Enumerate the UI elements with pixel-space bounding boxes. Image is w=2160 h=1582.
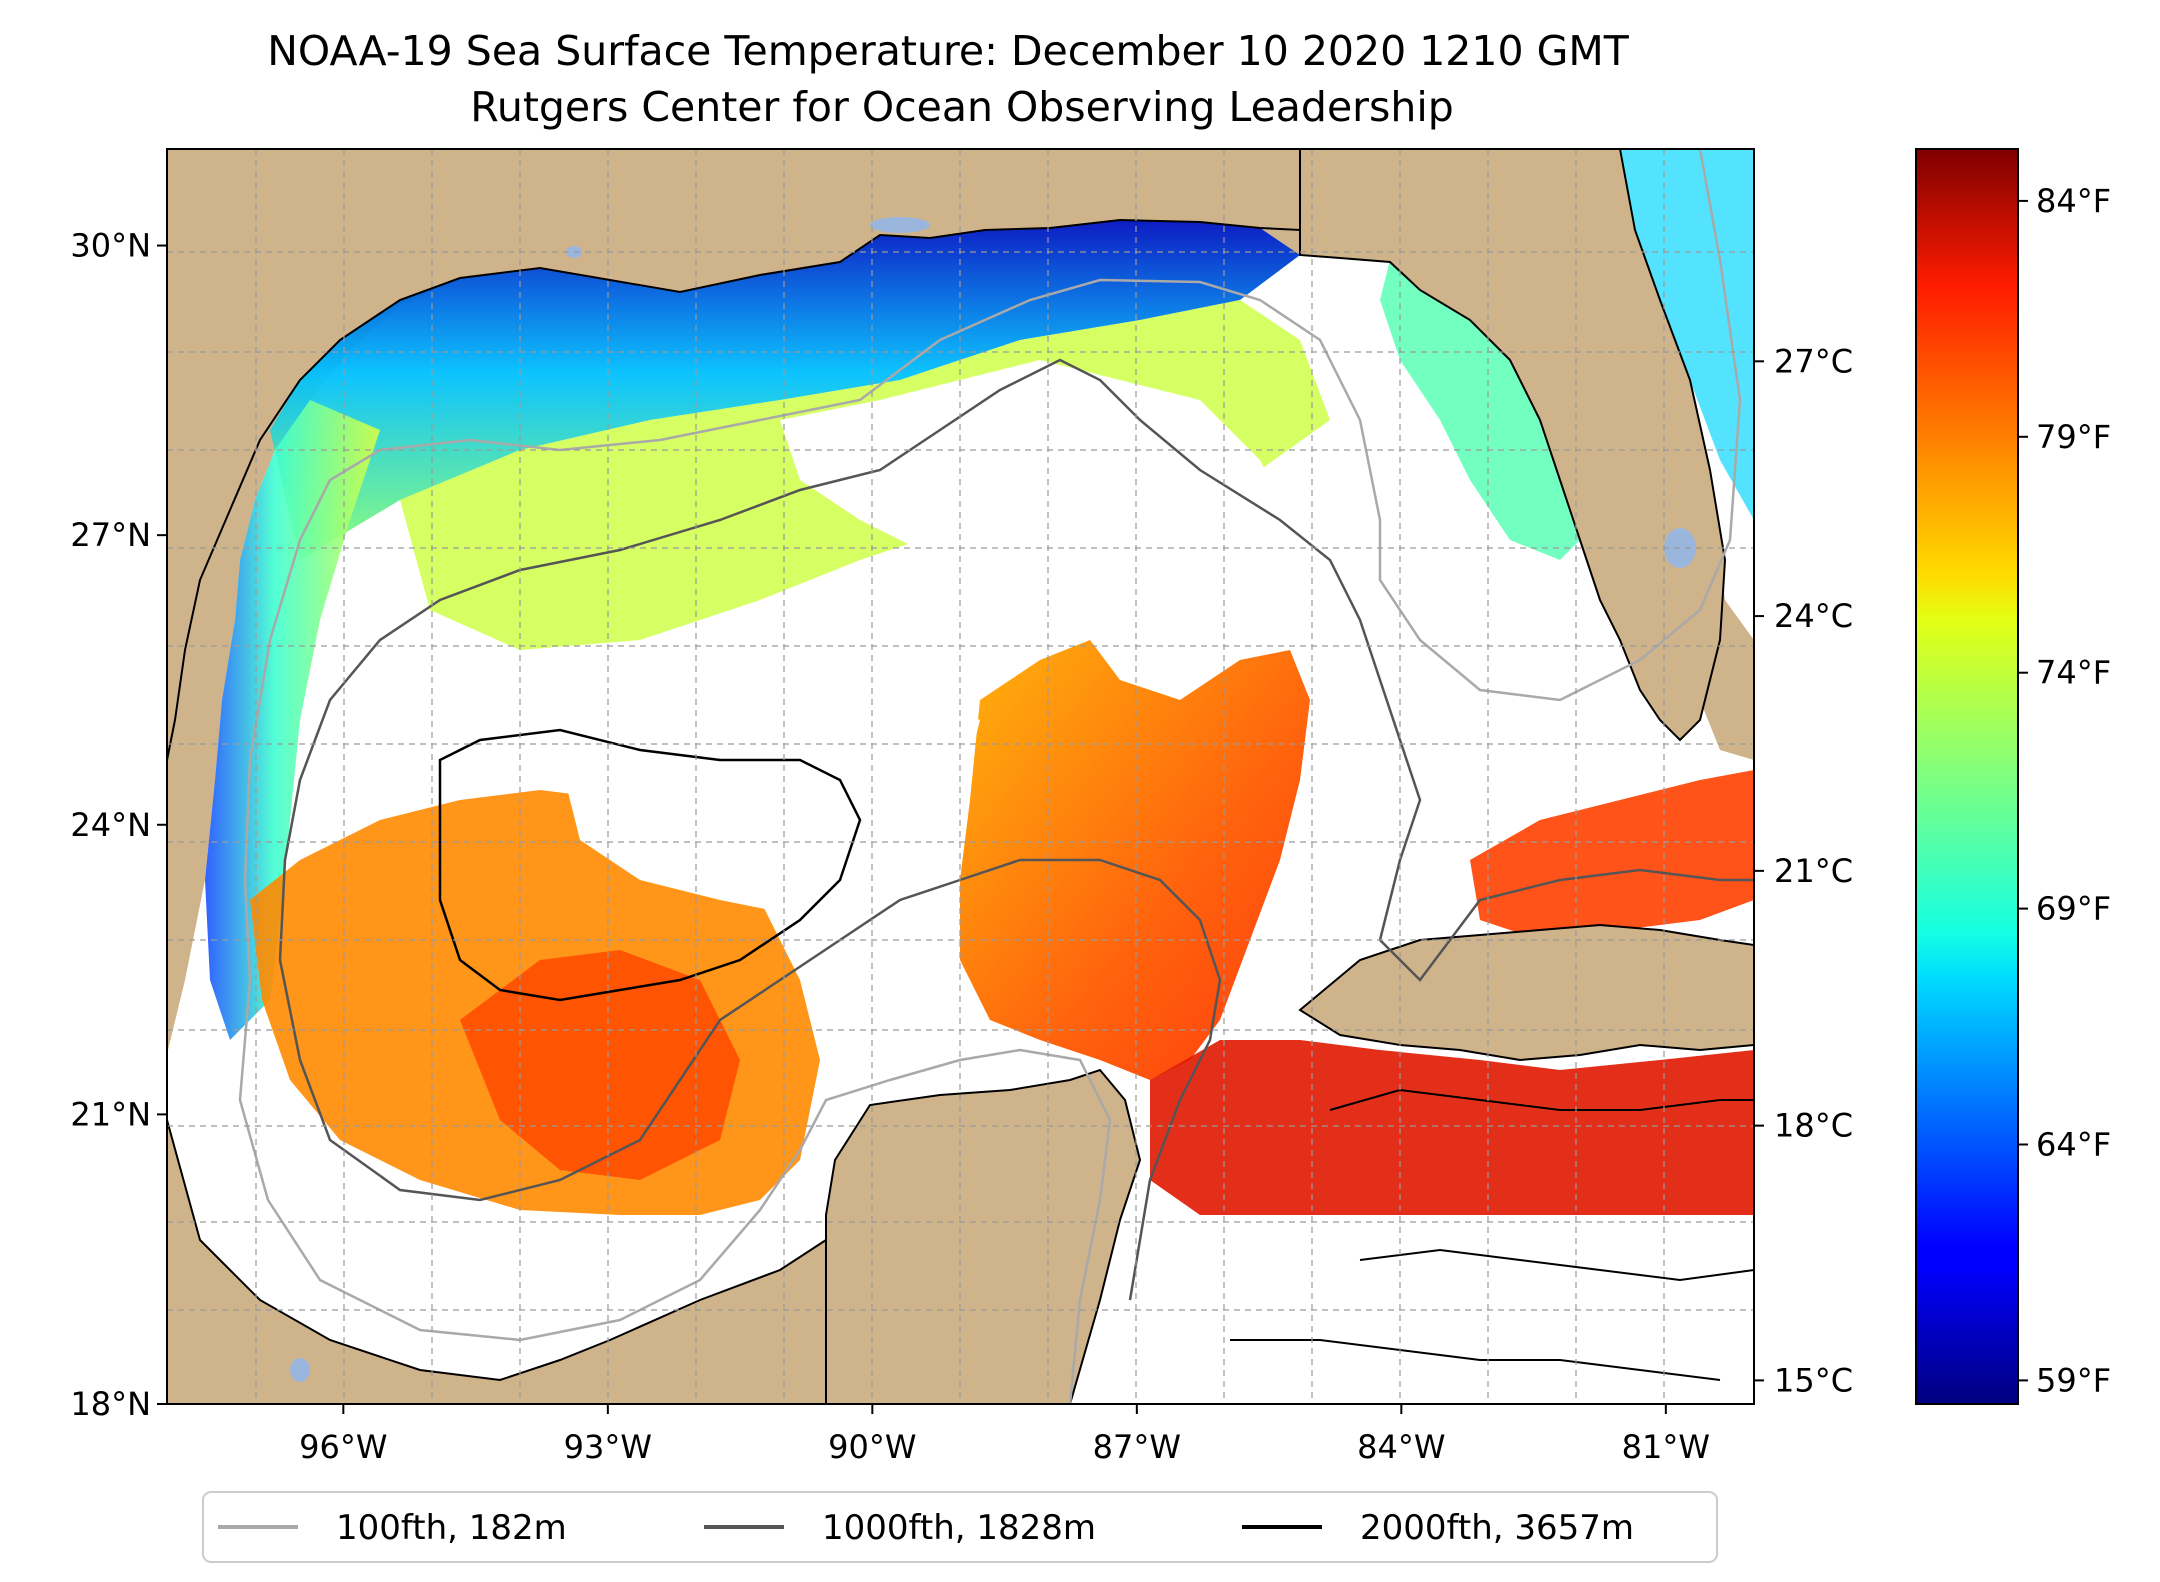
- cloud-mask-east: [1300, 520, 1480, 740]
- celsius-tick-label: 27°C: [1774, 342, 1853, 380]
- fahrenheit-tick-label: 64°F: [2036, 1126, 2111, 1164]
- sst-florida-straits: [1470, 770, 1754, 940]
- x-tick-label: 84°W: [1357, 1428, 1445, 1466]
- legend-label-1000fth: 1000fth, 1828m: [822, 1508, 1096, 1548]
- cloud-mask-north: [780, 360, 1300, 620]
- celsius-tick-label: 24°C: [1774, 597, 1853, 635]
- x-tick-label: 93°W: [564, 1428, 652, 1466]
- lake-louisiana: [870, 217, 930, 233]
- contour-1000fth: [278, 358, 1754, 1061]
- x-tick-label: 90°W: [828, 1428, 916, 1466]
- map-gridlines: [167, 149, 1754, 1404]
- y-tick-label: 27°N: [70, 516, 151, 554]
- y-tick-label: 18°N: [70, 1385, 151, 1423]
- sst-warm-central-plume: [960, 640, 1310, 1080]
- y-tick-label: 30°N: [70, 227, 151, 265]
- x-tick-label: 96°W: [299, 1428, 387, 1466]
- celsius-tick-label: 18°C: [1774, 1107, 1853, 1145]
- colorbar-scale: [1915, 148, 2019, 1405]
- contour-legend: 100fth, 182m 1000fth, 1828m 2000fth, 365…: [202, 1491, 1718, 1563]
- y-axis: 18°N 21°N 24°N 27°N 30°N: [70, 227, 167, 1423]
- lake-okeechobee: [1664, 528, 1696, 568]
- sst-atlantic-strip: [1620, 149, 1754, 520]
- legend-frame: [202, 1491, 1718, 1563]
- celsius-tick-label: 15°C: [1774, 1361, 1853, 1399]
- x-axis: 96°W 93°W 90°W 87°W 84°W 81°W: [299, 1404, 1710, 1466]
- fahrenheit-tick-label: 79°F: [2036, 418, 2111, 456]
- land-mexico-south: [167, 1119, 827, 1404]
- sst-north-cold-band: [270, 220, 1300, 560]
- map-frame: [166, 148, 1755, 1405]
- fahrenheit-tick-label: 69°F: [2036, 890, 2111, 928]
- legend-label-2000fth: 2000fth, 3657m: [1360, 1508, 1634, 1548]
- map-title-line1: NOAA-19 Sea Surface Temperature: Decembe…: [267, 27, 1629, 75]
- celsius-tick-label: 21°C: [1774, 852, 1853, 890]
- sst-west-cool-strip: [205, 400, 380, 1040]
- map-panel: [167, 149, 1754, 1404]
- legend-label-100fth: 100fth, 182m: [336, 1508, 567, 1548]
- sst-southwest-hot: [460, 950, 740, 1180]
- y-tick-label: 24°N: [70, 806, 151, 844]
- contour-1000fth-south: [298, 858, 1222, 1301]
- land-cuba: [1298, 923, 1754, 1062]
- contour-2000fth: [438, 728, 862, 1002]
- land-us-gulf-coast: [167, 149, 1301, 761]
- x-tick-label: 87°W: [1093, 1428, 1181, 1466]
- land-yucatan: [825, 1068, 1142, 1404]
- y-tick-label: 21°N: [70, 1095, 151, 1133]
- x-tick-label: 81°W: [1622, 1428, 1710, 1466]
- colorbar-fahrenheit-axis: 59°F 64°F 69°F 74°F 79°F 84°F: [2018, 182, 2111, 1399]
- cloud-mask-west: [310, 690, 470, 810]
- map-title-line2: Rutgers Center for Ocean Observing Leade…: [470, 83, 1454, 131]
- colorbar-celsius-axis: 15°C 18°C 21°C 24°C 27°C: [1754, 342, 1853, 1399]
- lake-mexico: [290, 1358, 310, 1382]
- sst-caribbean-hot: [1150, 1040, 1754, 1215]
- fahrenheit-tick-label: 74°F: [2036, 654, 2111, 692]
- contour-100fth: [238, 149, 1742, 1201]
- sst-florida-shelf: [1380, 260, 1600, 560]
- fahrenheit-tick-label: 59°F: [2036, 1361, 2111, 1399]
- contour-100fth-south: [266, 1048, 1112, 1404]
- cloud-mask-central: [560, 680, 980, 920]
- fahrenheit-tick-label: 84°F: [2036, 182, 2111, 220]
